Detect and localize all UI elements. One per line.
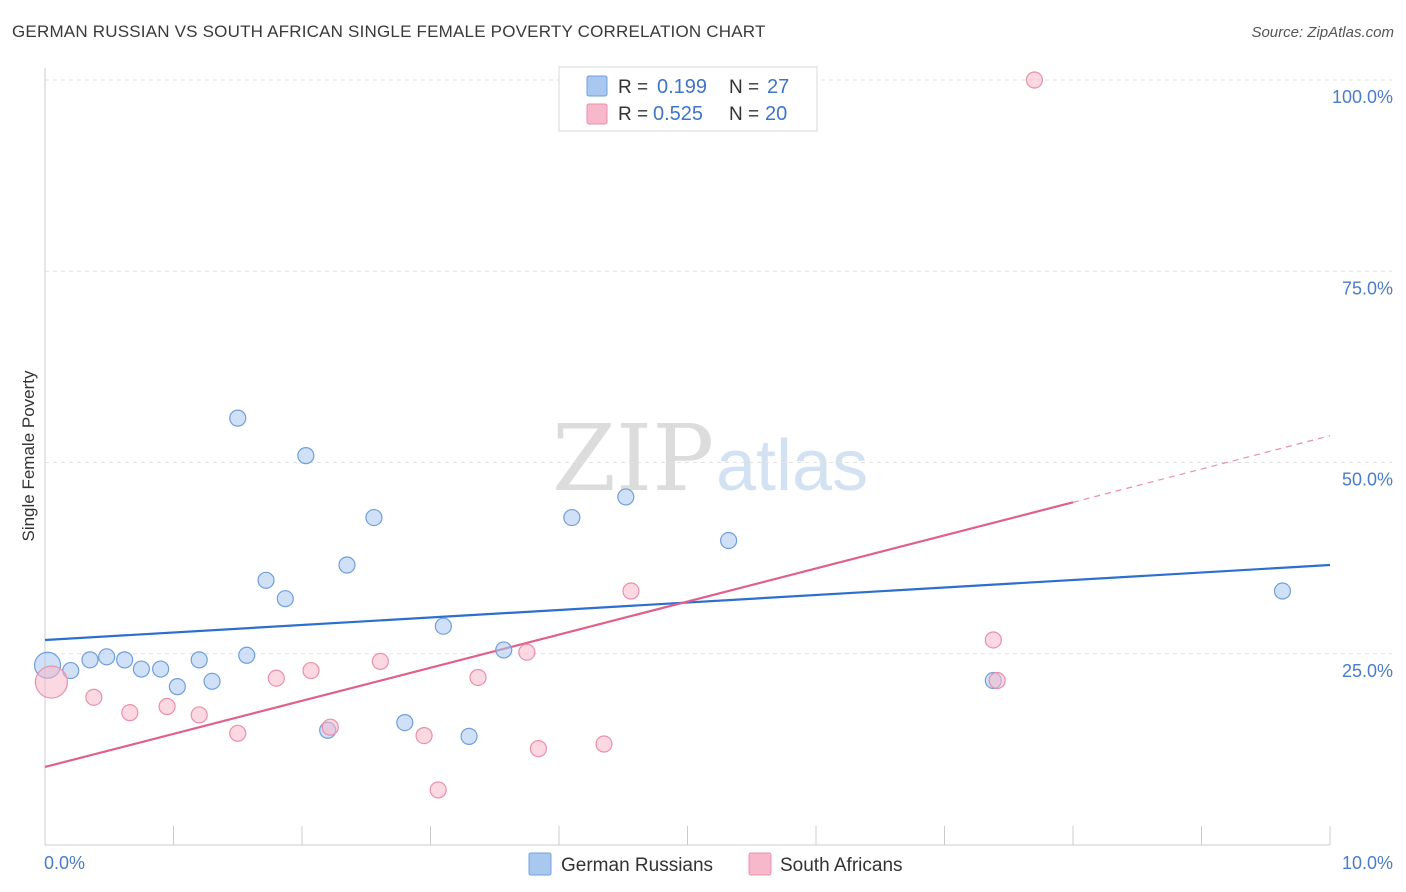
data-point <box>529 740 548 758</box>
series-legend: German Russians South Africans <box>528 852 903 876</box>
data-point <box>338 556 356 574</box>
data-point <box>460 727 478 745</box>
data-point <box>297 447 315 465</box>
data-point <box>121 704 139 722</box>
legend-n-label: N = <box>729 104 759 125</box>
data-point <box>1273 582 1292 600</box>
data-point <box>116 651 134 669</box>
series-swatch-german-russians <box>528 852 552 876</box>
legend-swatch-german-russians <box>586 75 608 97</box>
data-point <box>495 641 513 659</box>
x-tick-label: 10.0% <box>1342 853 1393 873</box>
axes <box>44 68 1331 846</box>
watermark: ZIP atlas <box>552 405 868 512</box>
data-point <box>1025 71 1044 89</box>
series-label-south-africans: South Africans <box>780 855 903 876</box>
stats-legend: R = 0.199 N = 27 R = 0.525 N = 20 <box>558 66 818 132</box>
data-point <box>34 665 69 699</box>
watermark-atlas: atlas <box>716 426 868 506</box>
y-axis-title: Single Female Poverty <box>19 370 38 542</box>
data-point <box>276 590 294 608</box>
data-point <box>415 727 433 745</box>
data-point <box>720 531 738 550</box>
data-point <box>85 688 103 706</box>
data-point <box>229 409 247 427</box>
data-point <box>622 582 640 600</box>
data-point <box>190 651 208 669</box>
data-point <box>81 651 99 669</box>
data-point <box>563 508 581 527</box>
y-tick-label: 50.0% <box>1342 470 1393 490</box>
legend-n-value: 27 <box>767 76 789 98</box>
data-point <box>132 660 150 678</box>
data-point <box>365 508 383 527</box>
data-points <box>33 71 1292 799</box>
data-point <box>168 678 186 696</box>
legend-r-value: 0.525 <box>653 103 703 125</box>
legend-n-value: 20 <box>765 103 787 125</box>
y-tick-label: 75.0% <box>1342 278 1393 298</box>
y-tick-label: 100.0% <box>1332 87 1393 107</box>
legend-r-label: R = <box>618 104 648 125</box>
x-tick-label: 0.0% <box>44 853 85 873</box>
data-point <box>190 706 208 724</box>
data-point <box>158 697 176 716</box>
legend-n-label: N = <box>729 77 759 98</box>
data-point <box>988 671 1006 690</box>
y-tick-labels: 25.0% 50.0% 75.0% 100.0% <box>1332 87 1393 681</box>
source-label: Source: ZipAtlas.com <box>1251 24 1394 41</box>
chart-title: GERMAN RUSSIAN VS SOUTH AFRICAN SINGLE F… <box>12 22 766 41</box>
data-point <box>984 631 1002 649</box>
trend-lines <box>44 435 1331 769</box>
data-point <box>98 648 116 666</box>
data-point <box>257 571 275 589</box>
data-point <box>321 718 339 736</box>
legend-r-label: R = <box>618 77 648 98</box>
legend-swatch-south-africans <box>586 103 608 125</box>
data-point <box>429 781 447 799</box>
x-tick-labels: 0.0% 10.0% <box>44 853 1393 873</box>
data-point <box>302 661 320 680</box>
data-point <box>267 669 285 687</box>
legend-r-value: 0.199 <box>657 76 707 98</box>
data-point <box>469 668 487 687</box>
data-point <box>229 724 247 742</box>
data-point <box>203 672 221 690</box>
data-point <box>238 646 256 664</box>
data-point <box>518 643 536 661</box>
grid <box>45 79 1392 655</box>
trend-line-extension <box>1072 435 1331 503</box>
data-point <box>396 713 414 732</box>
data-point <box>152 660 170 678</box>
trend-line <box>44 501 1074 769</box>
series-swatch-south-africans <box>748 852 772 876</box>
data-point <box>371 652 389 671</box>
data-point <box>434 617 452 635</box>
data-point <box>617 488 635 506</box>
data-point <box>595 735 613 753</box>
series-label-german-russians: German Russians <box>561 855 713 876</box>
y-tick-label: 25.0% <box>1342 661 1393 681</box>
